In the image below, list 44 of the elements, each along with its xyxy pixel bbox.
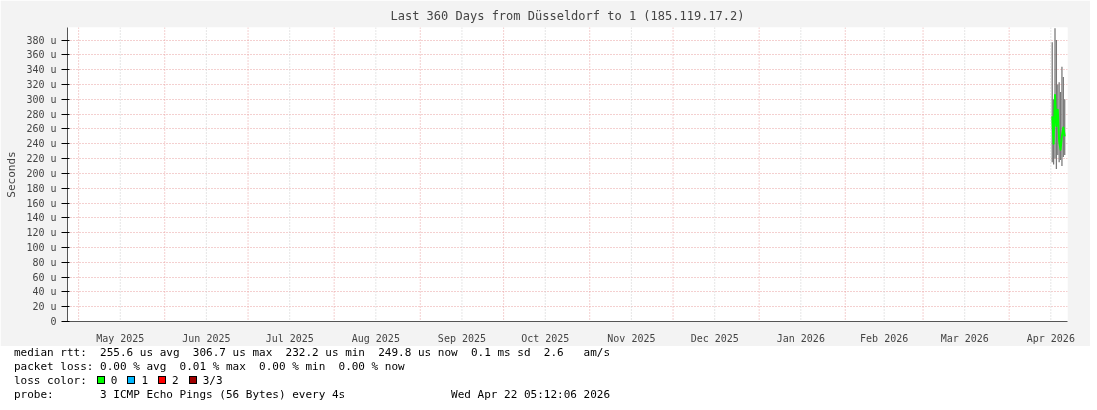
chart-title: Last 360 Days from Düsseldorf to 1 (185.119.17.2): [390, 8, 745, 23]
y-tick-label: 320 u: [26, 79, 57, 91]
line-series: [1051, 93, 1066, 151]
x-tick-label: Jan 2026: [776, 332, 825, 344]
x-tick-label: Aug 2025: [351, 332, 400, 344]
y-tick-label: 20 u: [32, 301, 57, 313]
x-tick-label: Jun 2025: [182, 332, 231, 344]
y-axis-title: Seconds: [5, 151, 19, 198]
text: probe: 3 ICMP Echo Pings (56 Bytes) every 4s: [14, 388, 346, 402]
y-tick-label: 80 u: [32, 256, 57, 268]
legend-label: 2: [172, 374, 179, 387]
y-tick-label: 360 u: [26, 49, 57, 61]
legend-label: 1: [141, 374, 149, 387]
x-tick-label: Feb 2026: [860, 332, 909, 344]
x-tick-label: Nov 2025: [607, 332, 656, 344]
x-tick-label: Jul 2025: [265, 332, 314, 344]
legend-label: 3/3: [202, 374, 223, 387]
y-tick-label: 380 u: [26, 34, 57, 46]
y-tick-label: 260 u: [26, 123, 57, 135]
legend-label: 0: [110, 374, 118, 387]
y-tick-label: 240 u: [26, 138, 57, 150]
y-tick-label: 140 u: [26, 212, 57, 224]
y-tick-label: 300 u: [26, 93, 57, 105]
y-tick-label: 180 u: [26, 182, 57, 194]
x-tick-label: Dec 2025: [690, 332, 739, 344]
x-tick-label: Apr 2026: [1026, 332, 1075, 344]
y-tick-label: 0: [50, 316, 57, 327]
x-tick-label: Sep 2025: [437, 332, 487, 344]
text: Wed Apr 22 05:12:06 2026: [451, 388, 611, 402]
text: packet loss: 0.00 % avg 0.01 % max 0.00 % min 0.00 % now: [14, 360, 406, 374]
y-tick-label: 120 u: [26, 227, 57, 239]
y-tick-label: 340 u: [26, 64, 57, 76]
y-tick-label: 40 u: [32, 286, 57, 298]
y-tick-label: 160 u: [26, 197, 57, 209]
y-tick-label: 60 u: [32, 271, 57, 283]
x-tick-label: Mar 2026: [940, 332, 989, 344]
x-tick-label: Oct 2025: [521, 332, 570, 344]
y-tick-label: 220 u: [26, 153, 57, 165]
y-tick-label: 280 u: [26, 108, 57, 120]
y-tick-label: 100 u: [26, 241, 57, 253]
legend-title: loss color:: [14, 374, 87, 387]
x-tick-label: May 2025: [96, 332, 145, 344]
y-tick-label: 200 u: [26, 167, 57, 179]
text: median rtt: 255.6 us avg 306.7 us max 232.2 us min 249.8 us now 0.1 ms sd 2.6 am/s: [14, 346, 611, 360]
